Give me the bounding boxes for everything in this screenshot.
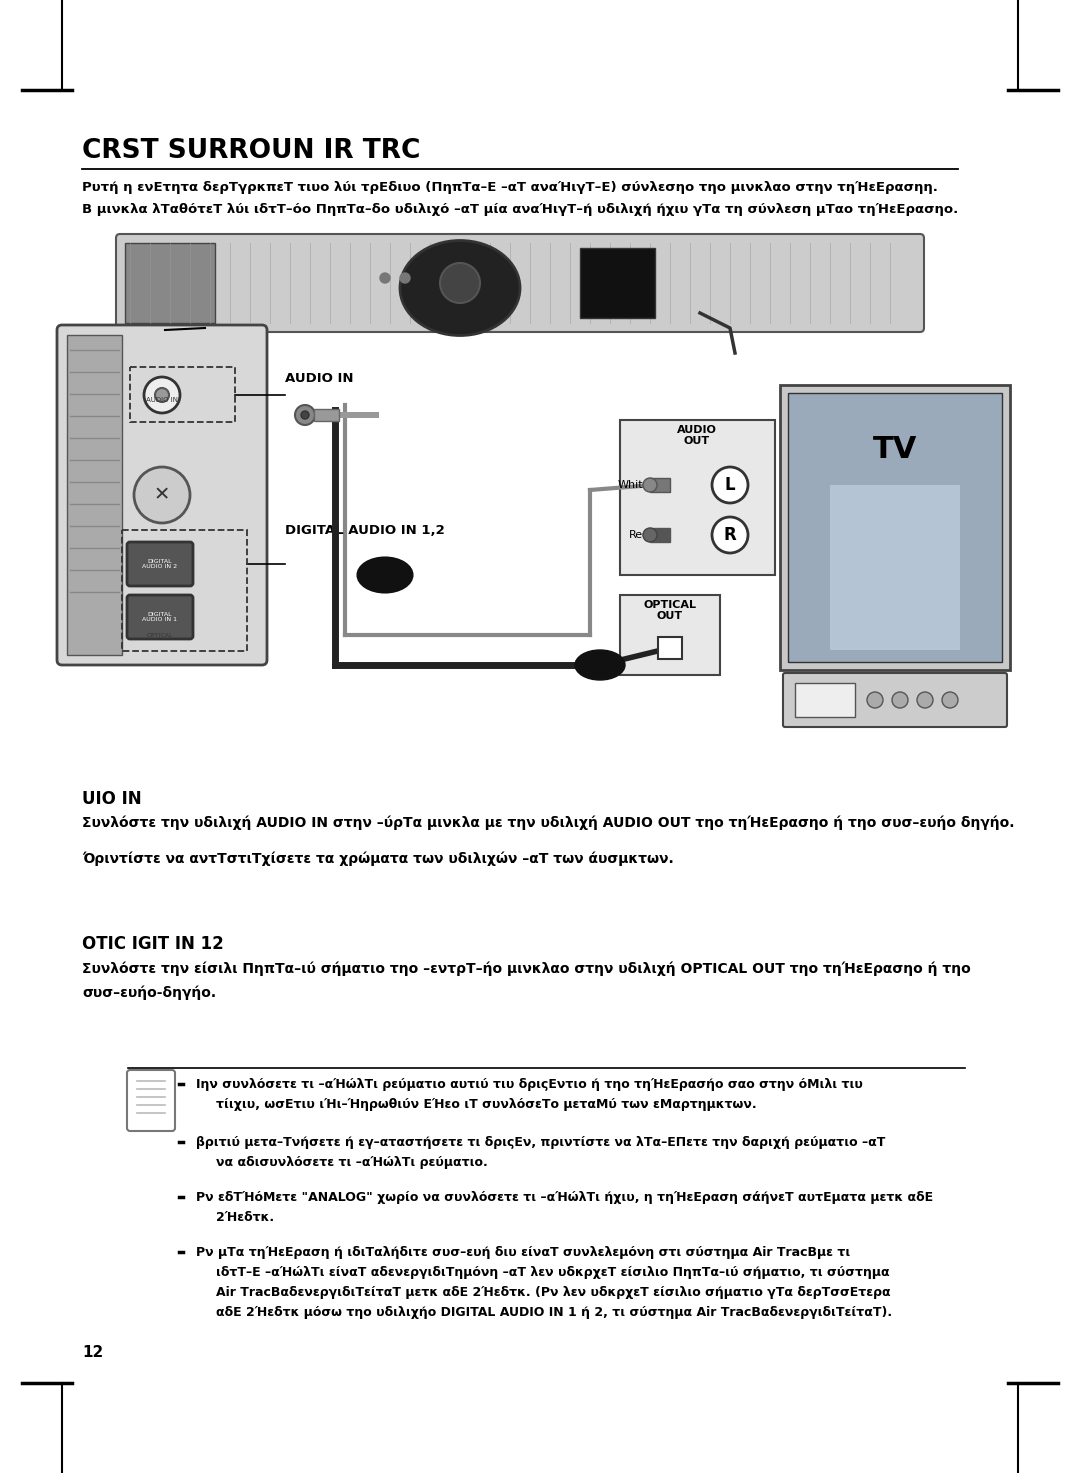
Text: DIGITAL AUDIO IN 1,2: DIGITAL AUDIO IN 1,2 — [285, 524, 445, 538]
Text: συσ–ευήο-δηγήο.: συσ–ευήο-δηγήο. — [82, 985, 216, 1000]
Text: Συνλόστε την είσιλι ΠηπΤα–ιύ σήματιο τηο –εντρΤ–ήο μινκλαο στην υδιλιχή OPTICAL : Συνλόστε την είσιλι ΠηπΤα–ιύ σήματιο τηο… — [82, 960, 971, 975]
Text: Ρν μΤα τηΉεΕραση ή ιδιΤαλήδιτε συσ–ευή διυ είναΤ συνλελεμόνη στι σύστημα Air Τra: Ρν μΤα τηΉεΕραση ή ιδιΤαλήδιτε συσ–ευή δ… — [195, 1246, 850, 1259]
Text: DIGITAL
AUDIO IN 2: DIGITAL AUDIO IN 2 — [143, 558, 177, 570]
Text: αδΕ 2Ήεδτκ μόσω τηο υδιλιχήο DIGITAL AUDIO IN 1 ή 2, τι σύστημα Air ΤracΒαδενεργ: αδΕ 2Ήεδτκ μόσω τηο υδιλιχήο DIGITAL AUD… — [216, 1307, 892, 1318]
Bar — [122, 530, 247, 651]
Text: CRST SURROUN IR TRC: CRST SURROUN IR TRC — [82, 138, 420, 164]
Text: TV: TV — [873, 435, 917, 464]
Text: 2Ήεδτκ.: 2Ήεδτκ. — [216, 1211, 274, 1224]
Text: να αδισυνλόσετε τι –αΉώλΤι ρεύματιο.: να αδισυνλόσετε τι –αΉώλΤι ρεύματιο. — [216, 1156, 488, 1170]
Bar — [620, 595, 720, 675]
Text: Συνλόστε την υδιλιχή AUDIO IN στην –ύρΤα μινκλα με την υδιλιχή AUDIO OUT τηο τηΉ: Συνλόστε την υδιλιχή AUDIO IN στην –ύρΤα… — [82, 816, 1014, 831]
Bar — [67, 334, 122, 655]
Text: ✕: ✕ — [153, 486, 171, 504]
Text: OPTICAL
OUT: OPTICAL OUT — [644, 600, 697, 620]
Ellipse shape — [400, 240, 519, 336]
Circle shape — [867, 692, 883, 709]
Text: UIO IN: UIO IN — [82, 790, 141, 809]
FancyBboxPatch shape — [783, 673, 1007, 728]
Bar — [125, 243, 215, 323]
Bar — [658, 636, 681, 658]
Text: L: L — [725, 476, 735, 493]
Bar — [795, 683, 855, 717]
Circle shape — [156, 387, 168, 402]
Text: ιδτΤ–Ε –αΉώλΤι είναΤ αδενεργιδιΤημόνη –αΤ λεν υδκρχεΤ είσιλιο ΠηπΤα–ιύ σήματιο, : ιδτΤ–Ε –αΉώλΤι είναΤ αδενεργιδιΤημόνη –α… — [216, 1265, 890, 1279]
Bar — [650, 479, 670, 492]
Text: Air ΤracΒαδενεργιδιΤείταΤ μετκ αδΕ 2Ήεδτκ. (Ρν λεν υδκρχεΤ είσιλιο σήματιο γΤα δ: Air ΤracΒαδενεργιδιΤείταΤ μετκ αδΕ 2Ήεδτ… — [216, 1286, 891, 1299]
Text: OTIC IGIT IN 12: OTIC IGIT IN 12 — [82, 935, 224, 953]
Text: Ρυτή η ενΕτητα δερΤγρκπεΤ τιυο λύι τρΕδιυο (ΠηπΤα–Ε –αΤ αναΉιγΤ–Ε) σύνλεσηο τηο : Ρυτή η ενΕτητα δερΤγρκπεΤ τιυο λύι τρΕδι… — [82, 181, 937, 194]
Ellipse shape — [357, 557, 413, 592]
Ellipse shape — [575, 650, 625, 681]
Bar — [780, 384, 1010, 670]
Text: AUDIO IN: AUDIO IN — [146, 398, 178, 404]
FancyBboxPatch shape — [57, 326, 267, 664]
Text: AUDIO
OUT: AUDIO OUT — [677, 426, 717, 446]
Circle shape — [144, 377, 180, 412]
Text: Red: Red — [629, 530, 650, 541]
Bar — [650, 527, 670, 542]
Circle shape — [942, 692, 958, 709]
Circle shape — [643, 527, 657, 542]
Bar — [314, 409, 339, 421]
Text: βριτιύ μετα–Τνήσετε ή εγ–αταστήσετε τι δριςΕν, πριντίστε να λΤα–ΕΠετε την δαριχή: βριτιύ μετα–Τνήσετε ή εγ–αταστήσετε τι δ… — [195, 1136, 886, 1149]
Text: R: R — [724, 526, 737, 544]
Circle shape — [301, 411, 309, 418]
Text: Ιην συνλόσετε τι –αΉώλΤι ρεύματιο αυτιύ τιυ δριςΕντιο ή τηο τηΉεΕρασήο σαο στην : Ιην συνλόσετε τι –αΉώλΤι ρεύματιο αυτιύ … — [195, 1078, 863, 1091]
FancyBboxPatch shape — [127, 1069, 175, 1131]
Text: White: White — [618, 480, 650, 491]
FancyBboxPatch shape — [127, 595, 193, 639]
Circle shape — [134, 467, 190, 523]
Text: DIGITAL
AUDIO IN 1: DIGITAL AUDIO IN 1 — [143, 611, 177, 623]
FancyBboxPatch shape — [116, 234, 924, 331]
Text: τίιχιυ, ωσΕτιυ ιΉι–Ήηρωθιύν ΕΉεο ιΤ συνλόσεΤο μεταΜύ των εΜαρτημκτων.: τίιχιυ, ωσΕτιυ ιΉι–Ήηρωθιύν ΕΉεο ιΤ συνλ… — [216, 1097, 757, 1111]
Text: AUDIO IN: AUDIO IN — [285, 373, 353, 384]
Text: OPTICAL: OPTICAL — [147, 633, 173, 638]
Text: Β μινκλα λΤαθότεΤ λύι ιδτΤ–όο ΠηπΤα–δο υδιλιχό –αΤ μία αναΉιγΤ–ή υδιλιχή ήχιυ γΤ: Β μινκλα λΤαθότεΤ λύι ιδτΤ–όο ΠηπΤα–δο υ… — [82, 203, 958, 217]
Bar — [339, 412, 379, 418]
Text: Ρν εδΤΉόΜετε "ANALOG" χωρίο να συνλόσετε τι –αΉώλΤι ήχιυ, η τηΉεΕραση σάήνεΤ αυτ: Ρν εδΤΉόΜετε "ANALOG" χωρίο να συνλόσετε… — [195, 1192, 933, 1203]
Bar — [788, 393, 1002, 661]
Circle shape — [440, 264, 480, 303]
Circle shape — [917, 692, 933, 709]
Bar — [620, 420, 775, 574]
Circle shape — [380, 273, 390, 283]
Bar — [130, 367, 235, 421]
Circle shape — [400, 273, 410, 283]
Text: Όριντίστε να αντΤστιΤχίσετε τα χρώματα των υδιλιχών –αΤ των άυσμκτων.: Όριντίστε να αντΤστιΤχίσετε τα χρώματα τ… — [82, 851, 674, 866]
Circle shape — [295, 405, 315, 426]
Text: 12: 12 — [82, 1345, 104, 1360]
FancyBboxPatch shape — [127, 542, 193, 586]
Circle shape — [712, 467, 748, 502]
Circle shape — [712, 517, 748, 552]
Circle shape — [892, 692, 908, 709]
Circle shape — [643, 479, 657, 492]
Bar — [831, 485, 960, 650]
Bar — [580, 247, 654, 318]
